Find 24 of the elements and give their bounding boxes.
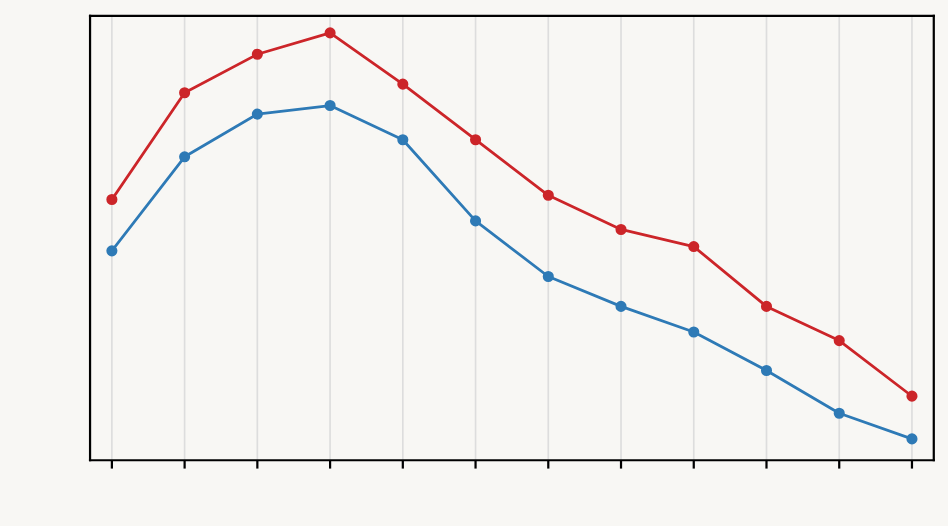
point: [324, 99, 336, 112]
point: [106, 245, 118, 257]
point: [397, 134, 409, 146]
point: [760, 300, 773, 312]
point: [542, 189, 554, 201]
point: [179, 151, 191, 163]
point: [324, 27, 336, 39]
point: [251, 108, 263, 120]
point: [470, 134, 482, 146]
point: [251, 48, 263, 60]
point: [833, 407, 845, 419]
point: [688, 241, 700, 253]
point: [106, 193, 118, 206]
point: [179, 87, 191, 99]
point: [470, 215, 482, 227]
point: [906, 390, 918, 402]
point: [760, 364, 773, 377]
point: [906, 433, 918, 445]
point: [688, 326, 700, 338]
point: [833, 335, 845, 347]
point: [397, 78, 409, 90]
point: [542, 270, 554, 283]
point: [615, 300, 627, 312]
point: [615, 223, 627, 236]
